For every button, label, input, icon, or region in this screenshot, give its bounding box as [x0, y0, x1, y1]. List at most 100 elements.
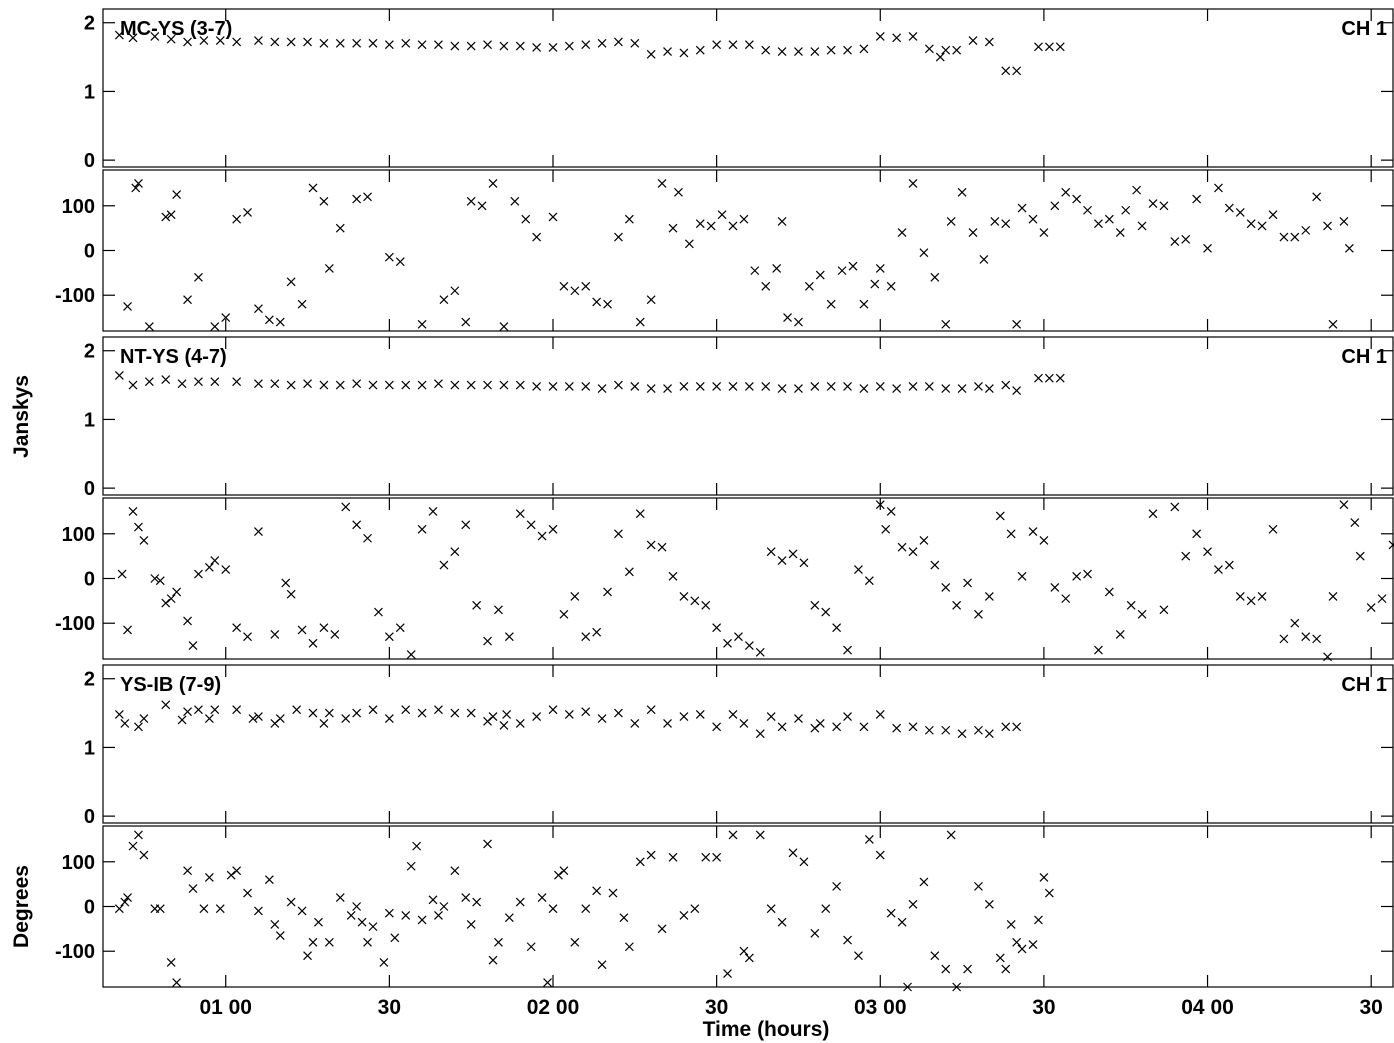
phase-point — [581, 904, 591, 914]
panel-2: 2 1 0 100 0 -100 NT-YS (4-7) CH 1 Janskys — [10, 336, 1394, 662]
phase-point — [974, 609, 983, 619]
amplitude-point — [581, 707, 591, 717]
amplitude-point — [941, 45, 951, 55]
phase-series — [123, 178, 1354, 331]
amplitude-point — [564, 710, 574, 719]
x-axis: 01 00 30 02 00 30 03 00 30 04 00 30 — [199, 996, 1382, 1019]
amplitude-point — [368, 380, 378, 390]
phase-point — [1257, 221, 1267, 231]
amplitude-point — [761, 382, 771, 391]
amplitude-point — [166, 34, 176, 44]
amplitude-point — [450, 380, 460, 390]
phase-point — [1323, 221, 1332, 231]
phase-point — [123, 301, 132, 311]
amplitude-point — [177, 715, 187, 725]
amplitude-point — [270, 37, 280, 47]
amplitude-point — [270, 379, 280, 389]
phase-ytick-label: 0 — [84, 897, 95, 919]
amplitude-point — [466, 41, 476, 51]
phase-point — [335, 893, 345, 902]
phase-ytick-label: 0 — [84, 569, 95, 591]
phase-point — [412, 841, 422, 851]
phase-point — [739, 214, 749, 224]
phase-point — [995, 953, 1005, 963]
phase-point — [1159, 605, 1169, 615]
phase-point — [646, 295, 656, 305]
amplitude-point — [984, 37, 994, 47]
phase-point — [406, 861, 416, 871]
phase-point — [1083, 569, 1092, 579]
phase-point — [120, 897, 130, 907]
amplitude-point — [466, 380, 476, 390]
phase-point — [772, 263, 782, 273]
phase-point — [1028, 940, 1038, 949]
amplitude-plot-frame — [102, 664, 1394, 824]
x-tick-label: 30 — [378, 996, 401, 1019]
phase-point — [1126, 600, 1136, 610]
phase-point — [635, 857, 645, 867]
phase-point — [864, 834, 874, 844]
amplitude-point — [679, 712, 689, 721]
phase-point — [603, 587, 612, 597]
amplitude-point — [161, 700, 171, 710]
phase-point — [946, 217, 956, 226]
phase-point — [308, 638, 318, 648]
phase-point — [128, 506, 138, 516]
phase-point — [123, 625, 132, 635]
amplitude-point — [892, 384, 902, 393]
baseline-label: NT-YS (4-7) — [120, 346, 227, 368]
panel-3: 2 1 0 100 0 -100 YS-IB (7-9) CH 1 Degrees — [10, 664, 1394, 992]
amplitude-point — [728, 382, 738, 391]
phase-point — [183, 616, 192, 626]
amplitude-point — [815, 718, 825, 728]
amplitude-point — [352, 708, 362, 718]
amplitude-point — [232, 705, 242, 715]
amplitude-point — [630, 38, 640, 48]
phase-point — [210, 556, 220, 566]
phase-point — [461, 893, 471, 902]
phase-point — [614, 529, 623, 539]
amplitude-point — [275, 714, 285, 724]
phase-point — [1290, 618, 1300, 628]
phase-point — [1203, 547, 1212, 557]
phase-point — [783, 313, 792, 323]
phase-point — [734, 632, 743, 642]
phase-point — [826, 299, 836, 309]
amplitude-point — [597, 384, 607, 393]
amplitude-point — [434, 705, 443, 715]
amplitude-point — [254, 379, 263, 389]
phase-point — [919, 248, 929, 258]
amplitude-point — [1055, 42, 1065, 52]
amplitude-point — [384, 40, 394, 50]
amplitude-point — [466, 708, 476, 718]
phase-point — [559, 866, 569, 876]
phase-point — [286, 589, 296, 599]
amplitude-point — [663, 47, 672, 57]
phase-point — [886, 281, 896, 291]
phase-point — [488, 955, 498, 965]
phase-point — [930, 272, 940, 282]
amplitude-point — [134, 722, 143, 732]
amplitude-point — [161, 375, 171, 385]
phase-point — [1344, 243, 1354, 253]
phase-point — [1072, 194, 1082, 204]
amplitude-point — [952, 45, 962, 55]
phase-point — [739, 946, 749, 956]
phase-point — [128, 841, 138, 851]
phase-point — [984, 899, 994, 909]
phase-point — [1235, 591, 1245, 601]
amplitude-ytick-label: 2 — [84, 13, 95, 35]
phase-point — [570, 591, 580, 601]
phase-point — [570, 286, 580, 296]
phase-point — [592, 627, 602, 637]
phase-point — [554, 870, 563, 880]
phase-point — [1137, 221, 1147, 231]
amplitude-point — [384, 380, 394, 390]
phase-point — [777, 217, 787, 226]
phase-point — [384, 632, 394, 642]
phase-point — [804, 281, 814, 291]
phase-point — [286, 897, 296, 907]
phase-point — [439, 902, 449, 911]
phase-point — [504, 913, 514, 923]
